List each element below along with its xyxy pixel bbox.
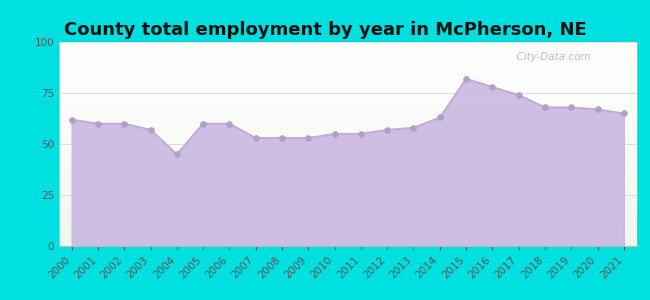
- Point: [66, 117, 77, 122]
- Point: [566, 105, 577, 110]
- Point: [382, 127, 393, 132]
- Point: [119, 121, 129, 126]
- Point: [303, 136, 313, 140]
- Point: [488, 85, 498, 89]
- Point: [277, 136, 287, 140]
- Point: [619, 111, 629, 116]
- Point: [93, 121, 103, 126]
- Point: [198, 121, 208, 126]
- Point: [356, 131, 366, 136]
- Point: [540, 105, 550, 110]
- Point: [146, 127, 156, 132]
- Point: [224, 121, 235, 126]
- Point: [461, 76, 471, 81]
- Point: [435, 115, 445, 120]
- Point: [330, 131, 340, 136]
- Point: [592, 107, 603, 112]
- Text: City-Data.com: City-Data.com: [510, 52, 590, 62]
- Point: [250, 136, 261, 140]
- Text: County total employment by year in McPherson, NE: County total employment by year in McPhe…: [64, 21, 586, 39]
- Point: [172, 152, 182, 157]
- Point: [514, 93, 524, 98]
- Point: [408, 125, 419, 130]
